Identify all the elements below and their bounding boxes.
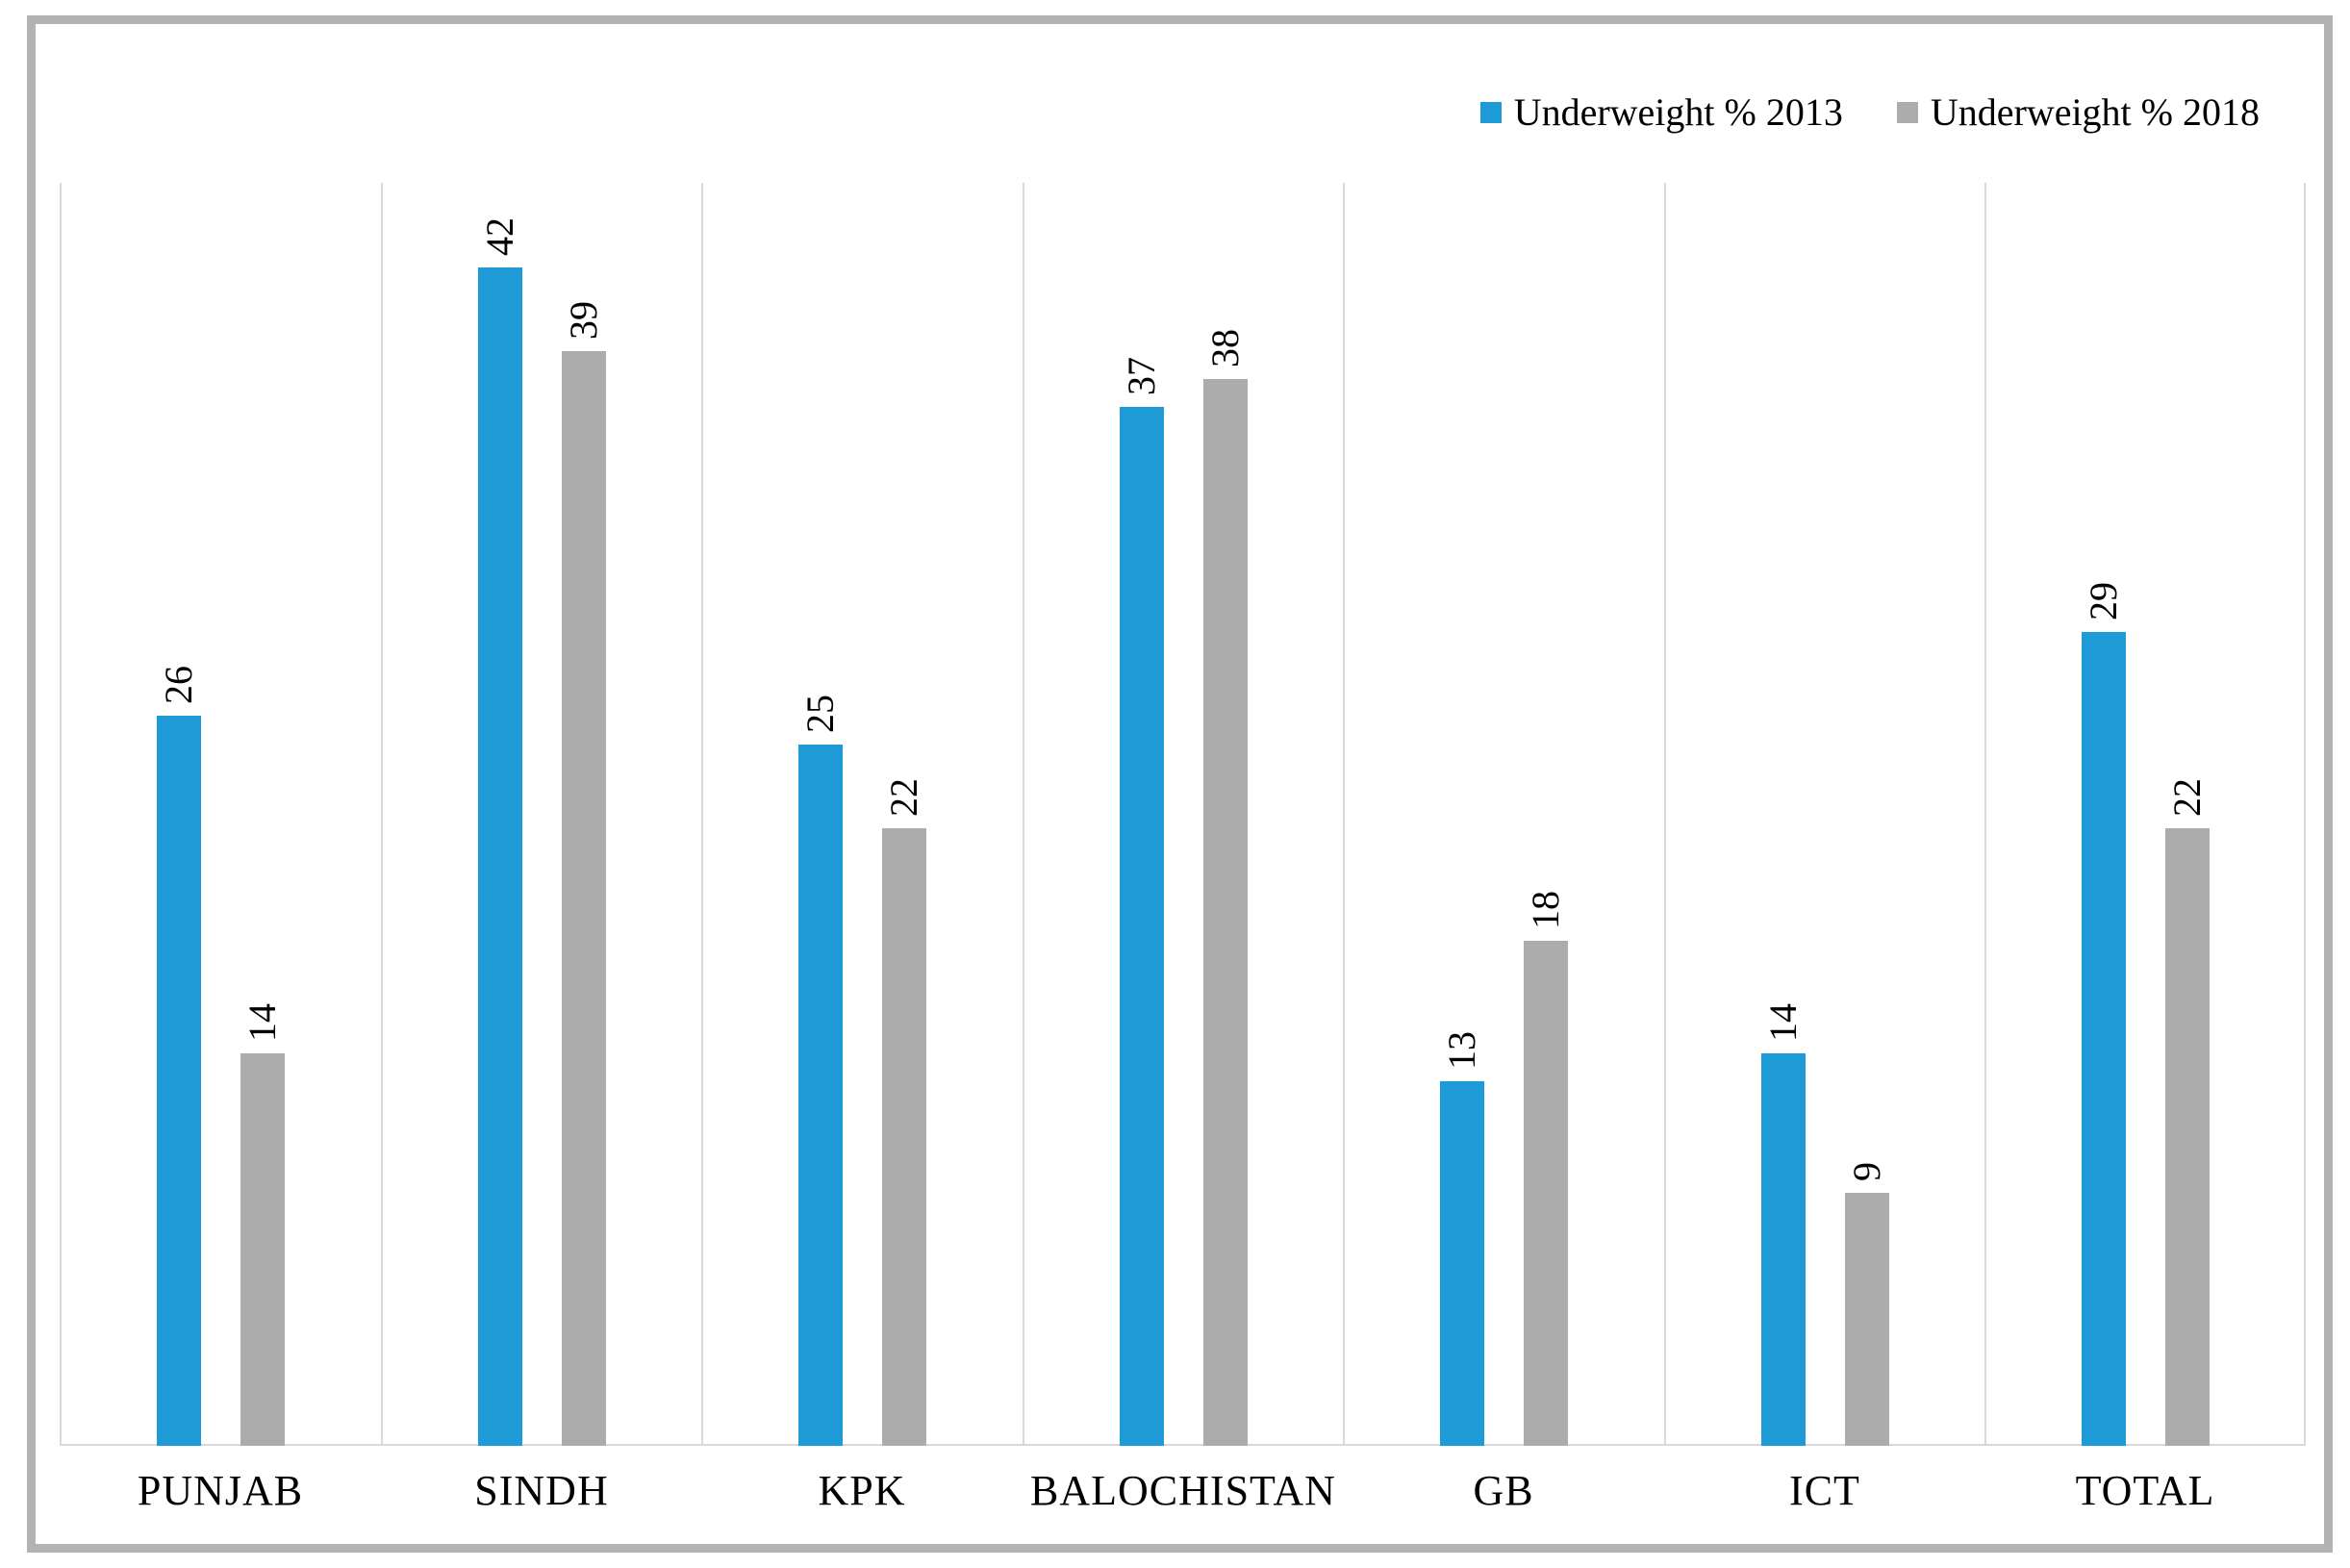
value-label: 29 [2082,582,2125,620]
value-label: 25 [798,695,842,733]
value-label: 18 [1524,891,1567,929]
bar-punjab-2013 [157,716,201,1446]
gridline [1984,183,1986,1446]
gridline [1023,183,1024,1446]
bar-punjab-2018 [240,1053,285,1446]
bar-balochistan-2018 [1203,379,1248,1446]
category-label-sindh: SINDH [474,1467,609,1514]
value-label: 22 [882,778,925,817]
category-label-kpk: KPK [818,1467,906,1514]
category-label-balochistan: BALOCHISTAN [1030,1467,1336,1514]
value-label: 37 [1120,357,1163,395]
legend-label-2018: Underweight % 2018 [1930,90,2260,134]
bar-kpk-2018 [882,828,926,1446]
value-label: 22 [2165,778,2209,817]
bar-gb-2018 [1524,941,1568,1446]
gridline [381,183,383,1446]
bar-ict-2013 [1761,1053,1806,1446]
bar-sindh-2018 [562,351,606,1446]
value-label: 26 [157,666,200,704]
legend-item-2018: Underweight % 2018 [1896,89,2260,137]
x-axis-line [60,1444,2306,1446]
bar-ict-2018 [1845,1193,1889,1446]
legend-swatch-2018-icon [1896,102,1918,123]
bar-sindh-2013 [478,267,522,1446]
category-label-gb: GB [1473,1467,1534,1514]
value-label: 42 [478,217,521,256]
chart-frame [27,15,2333,1553]
value-label: 9 [1845,1162,1888,1181]
category-label-punjab: PUNJAB [137,1467,304,1514]
value-label: 13 [1440,1031,1483,1070]
category-label-total: TOTAL [2075,1467,2215,1514]
value-label: 38 [1203,329,1247,367]
category-label-ict: ICT [1789,1467,1860,1514]
gridline [1664,183,1666,1446]
gridline [2304,183,2306,1446]
bar-balochistan-2013 [1120,407,1164,1446]
value-label: 14 [1761,1003,1805,1042]
legend-item-2013: Underweight % 2013 [1479,89,1843,137]
bar-kpk-2013 [798,745,843,1446]
plot-area: 26 14 42 39 25 22 37 38 13 18 14 9 29 22 [60,183,2306,1446]
gridline [60,183,62,1446]
category-axis: PUNJAB SINDH KPK BALOCHISTAN GB ICT TOTAL [60,1464,2306,1526]
bar-total-2018 [2165,828,2210,1446]
value-label: 14 [240,1003,284,1042]
gridline [701,183,703,1446]
legend-swatch-2013-icon [1479,102,1502,123]
gridline [1343,183,1345,1446]
bar-gb-2013 [1440,1081,1484,1446]
legend: Underweight % 2013 Underweight % 2018 [1479,89,2260,137]
bar-total-2013 [2082,632,2126,1446]
legend-label-2013: Underweight % 2013 [1513,90,1843,134]
value-label: 39 [562,301,605,340]
